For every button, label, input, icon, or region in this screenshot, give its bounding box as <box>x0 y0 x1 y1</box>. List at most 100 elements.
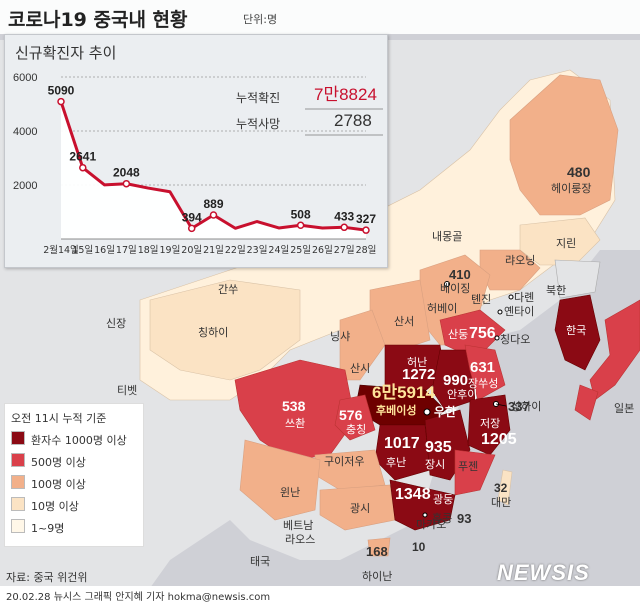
place-label-yunnan: 윈난 <box>280 486 301 499</box>
case-count-hunan: 1017 <box>384 435 420 452</box>
place-label-beijing: 베이징 <box>440 282 471 295</box>
case-count-hongkong: 93 <box>457 511 472 526</box>
legend-swatch <box>11 497 25 511</box>
place-label-qingdao: 칭다오 <box>500 333 531 346</box>
x-tick-label: 28일 <box>356 245 377 256</box>
place-label-ningxia: 닝샤 <box>330 330 351 343</box>
legend-label: 1~9명 <box>31 522 65 535</box>
data-point <box>209 211 218 219</box>
region-chongqing <box>334 394 376 441</box>
region-heilongjiang <box>509 74 619 216</box>
data-point <box>122 179 131 188</box>
x-tick-label: 21일 <box>203 245 224 256</box>
region-korea <box>554 294 601 371</box>
case-count-heilongjiang: 480 <box>567 164 591 180</box>
y-tick-label: 6000 <box>13 72 37 84</box>
data-label: 327 <box>356 212 376 226</box>
case-count-zhejiang: 1205 <box>481 431 517 448</box>
case-count-shanghai: 337 <box>508 399 530 414</box>
x-tick-label: 27일 <box>334 245 355 256</box>
newsis-watermark: NEWSIS <box>497 560 590 585</box>
legend-swatch <box>11 431 25 445</box>
place-label-neimenggu: 내몽골 <box>432 230 463 243</box>
place-label-chongqing: 충칭 <box>346 423 367 436</box>
x-tick-label: 19일 <box>160 245 181 256</box>
place-label-jilin: 지린 <box>556 237 577 250</box>
case-count-jiangsu: 631 <box>470 359 496 376</box>
x-tick-label: 25일 <box>290 245 311 256</box>
cumulative-deaths-value: 2788 <box>334 111 372 130</box>
case-count-chongqing: 576 <box>339 407 363 423</box>
x-tick-label: 17일 <box>116 245 137 256</box>
footer-bar: 20.02.28 뉴시스 그래픽 안지혜 기자 hokma@newsis.com <box>0 586 640 602</box>
place-label-sichuan: 쓰촨 <box>285 417 306 430</box>
data-point <box>362 226 370 234</box>
place-label-hongkong: 홍콩 <box>432 512 453 525</box>
place-label-guangdong: 광둥 <box>433 493 454 506</box>
region-anhui <box>431 349 476 411</box>
data-label: 2641 <box>69 150 96 164</box>
legend-label: 10명 이상 <box>31 500 79 513</box>
data-label: 394 <box>182 210 202 224</box>
region-yunnan <box>239 439 321 521</box>
place-label-xinjiang: 신장 <box>106 317 127 330</box>
data-label: 2048 <box>113 166 140 180</box>
yantai-marker <box>497 309 503 315</box>
case-count-guangdong: 1348 <box>395 486 431 503</box>
place-label-anhui: 안후이 <box>447 388 478 401</box>
place-label-hubei: 후베이성 <box>376 404 417 417</box>
place-label-vietnam: 베트남 <box>283 519 314 532</box>
case-count-hubei: 6만5914 <box>372 383 435 402</box>
hongkong-marker <box>422 512 428 518</box>
data-label: 508 <box>291 207 311 221</box>
place-label-laos: 라오스 <box>285 533 316 546</box>
place-label-japan: 일본 <box>614 402 635 415</box>
place-label-zhejiang: 저장 <box>480 417 501 430</box>
case-count-anhui: 990 <box>443 372 469 389</box>
place-label-guangxi: 광시 <box>350 502 371 515</box>
place-label-shaanxi: 산시 <box>350 362 371 375</box>
region-taiwan <box>497 469 513 506</box>
place-label-beihan: 북한 <box>546 284 567 297</box>
footer-credit: 20.02.28 뉴시스 그래픽 안지혜 기자 hokma@newsis.com <box>6 592 271 602</box>
data-point <box>340 223 348 232</box>
place-label-korea: 한국 <box>566 324 587 337</box>
y-tick-label: 2000 <box>13 180 37 192</box>
x-tick-label: 18일 <box>138 245 159 256</box>
case-count-sichuan: 538 <box>282 398 306 414</box>
region-jiangsu <box>464 344 506 401</box>
place-label-thailand: 태국 <box>250 555 271 568</box>
region-north-korea <box>554 259 601 299</box>
place-label-hunan: 후난 <box>386 456 407 469</box>
case-count-shandong: 756 <box>469 325 496 342</box>
y-tick-label: 4000 <box>13 126 37 138</box>
place-label-shanxi: 산서 <box>394 315 415 328</box>
place-label-shanghai: 상하이 <box>511 400 542 413</box>
x-tick-label: 2월14일 <box>43 244 79 256</box>
place-label-dalian: 다롄 <box>514 291 535 304</box>
case-count-macau: 10 <box>412 540 426 554</box>
legend-label: 환자수 1000명 이상 <box>31 434 127 447</box>
data-label: 433 <box>334 209 354 223</box>
legend-swatch <box>11 519 25 533</box>
case-count-jiangxi: 935 <box>425 439 452 456</box>
data-label: 5090 <box>48 84 75 98</box>
legend-swatch <box>11 475 25 489</box>
cumulative-confirmed-value: 7만8824 <box>314 85 377 104</box>
place-label-hebei: 허베이 <box>427 302 458 315</box>
new-cases-chart-panel: 신규확진자 추이 6000 4000 2000 2월14일 15일 16일 17일 18일 19… <box>4 34 388 268</box>
region-guangdong <box>389 479 456 531</box>
data-point <box>187 224 196 233</box>
source-note: 자료: 중국 위건위 <box>6 571 88 584</box>
place-label-fujian: 푸젠 <box>458 460 479 473</box>
wuhan-marker <box>423 408 431 416</box>
x-tick-label: 23일 <box>247 245 268 256</box>
x-tick-label: 22일 <box>225 245 246 256</box>
region-qinghai-xinjiang <box>149 279 301 381</box>
region-guangxi <box>319 484 396 531</box>
place-label-heilongjiang: 헤이룽장 <box>551 182 592 195</box>
place-label-liaoning: 랴오닝 <box>505 254 536 267</box>
place-label-guizhou: 구이저우 <box>324 455 365 468</box>
place-label-hainan: 하이난 <box>362 570 393 583</box>
